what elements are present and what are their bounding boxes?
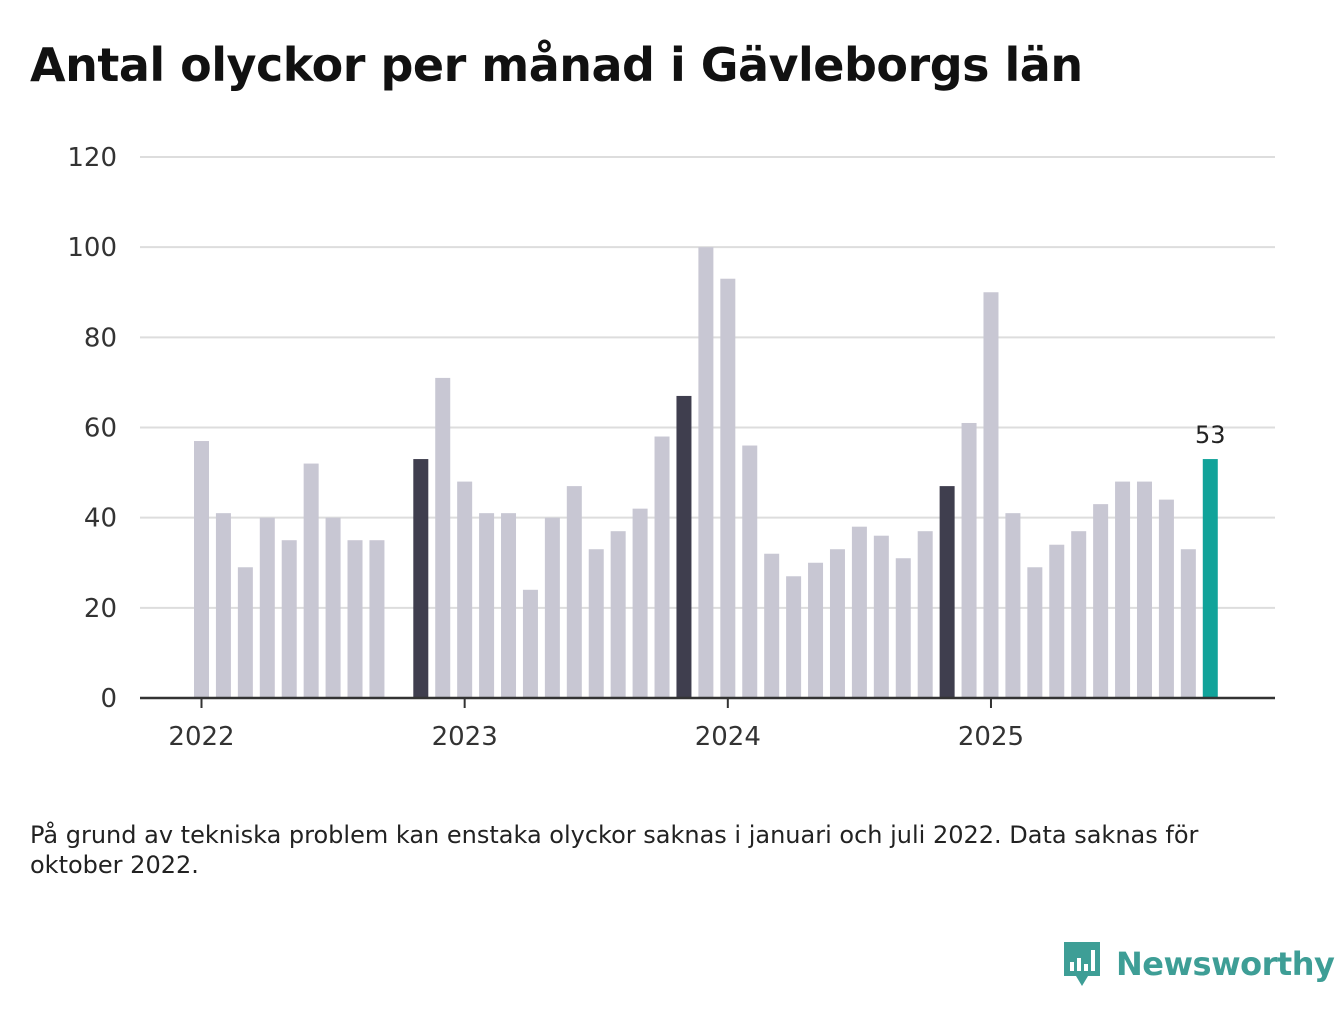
bar-2022-08 [347,540,363,698]
bar-2023-05 [544,517,560,698]
bar-2025-05 [1071,531,1087,698]
bar-2022-01 [194,441,209,698]
bar-2022-03 [237,567,253,698]
bar-2023-06 [566,486,582,698]
value-labels: 53 [1195,421,1226,449]
y-tick-label: 80 [84,323,117,353]
bar-2024-11 [939,486,955,698]
footnote: På grund av tekniska problem kan enstaka… [30,821,1199,879]
newsworthy-logo-icon [1064,942,1100,986]
y-tick-label: 0 [100,684,117,714]
bar-2023-08 [610,531,626,698]
bar-2024-06 [829,549,845,698]
bar-2024-10 [917,531,933,698]
bar-2022-09 [369,540,385,698]
bar-2025-06 [1093,504,1109,698]
bar-2025-10 [1180,549,1196,698]
bar-2025-02 [1005,513,1021,698]
bar-2023-01 [457,481,473,698]
x-tick-label: 2024 [695,722,761,752]
bar-2022-05 [281,540,297,698]
x-tick-label: 2023 [432,722,498,752]
bar-2022-02 [215,513,231,698]
bar-2025-07 [1115,481,1131,698]
bar-2023-07 [588,549,604,698]
bar-2024-07 [851,526,867,698]
chart-title: Antal olyckor per månad i Gävleborgs län [30,38,1083,92]
bar-2024-04 [786,576,802,698]
brand-name: Newsworthy [1116,945,1335,983]
bar-2025-08 [1136,481,1152,698]
bar-2025-04 [1049,544,1065,698]
y-axis-ticks: 0 20 40 60 80 100 120 [67,143,117,714]
bar-2025-01 [983,292,999,698]
bar-2023-10 [654,436,670,698]
bar-2024-02 [742,445,758,698]
y-tick-label: 120 [67,143,117,173]
bar-2022-06 [303,463,319,698]
bar-2024-03 [764,553,780,698]
bar-chart: 0 20 40 60 80 100 120 2022 2023 2024 2025 53 [67,143,1275,752]
bar-2023-03 [501,513,517,698]
bars [194,247,1218,699]
bar-2024-09 [895,558,911,698]
x-tick-label: 2025 [958,722,1024,752]
y-tick-label: 100 [67,233,117,263]
newsworthy-brand[interactable]: Newsworthy [1062,940,1335,988]
bar-2023-09 [632,508,648,698]
bar-2022-07 [325,517,341,698]
x-tick-label: 2022 [168,722,234,752]
bar-2022-11 [413,459,429,698]
bar-2024-05 [808,562,824,698]
bar-2023-04 [522,589,538,698]
bar-2025-09 [1158,499,1174,698]
y-tick-label: 20 [84,594,117,624]
bar-2023-11 [676,395,692,698]
current-value-label: 53 [1195,421,1226,449]
bar-2025-11 [1202,459,1218,698]
bar-2022-04 [259,517,275,698]
y-tick-label: 60 [84,414,117,444]
bar-2025-03 [1027,567,1043,698]
bar-2024-01 [720,278,736,698]
bar-2024-08 [873,535,889,698]
x-axis-ticks: 2022 2023 2024 2025 [168,698,1024,752]
bar-2023-02 [479,513,495,698]
bar-2023-12 [698,247,714,699]
bar-2022-12 [435,377,451,698]
bar-2024-12 [961,422,977,698]
y-tick-label: 40 [84,504,117,534]
